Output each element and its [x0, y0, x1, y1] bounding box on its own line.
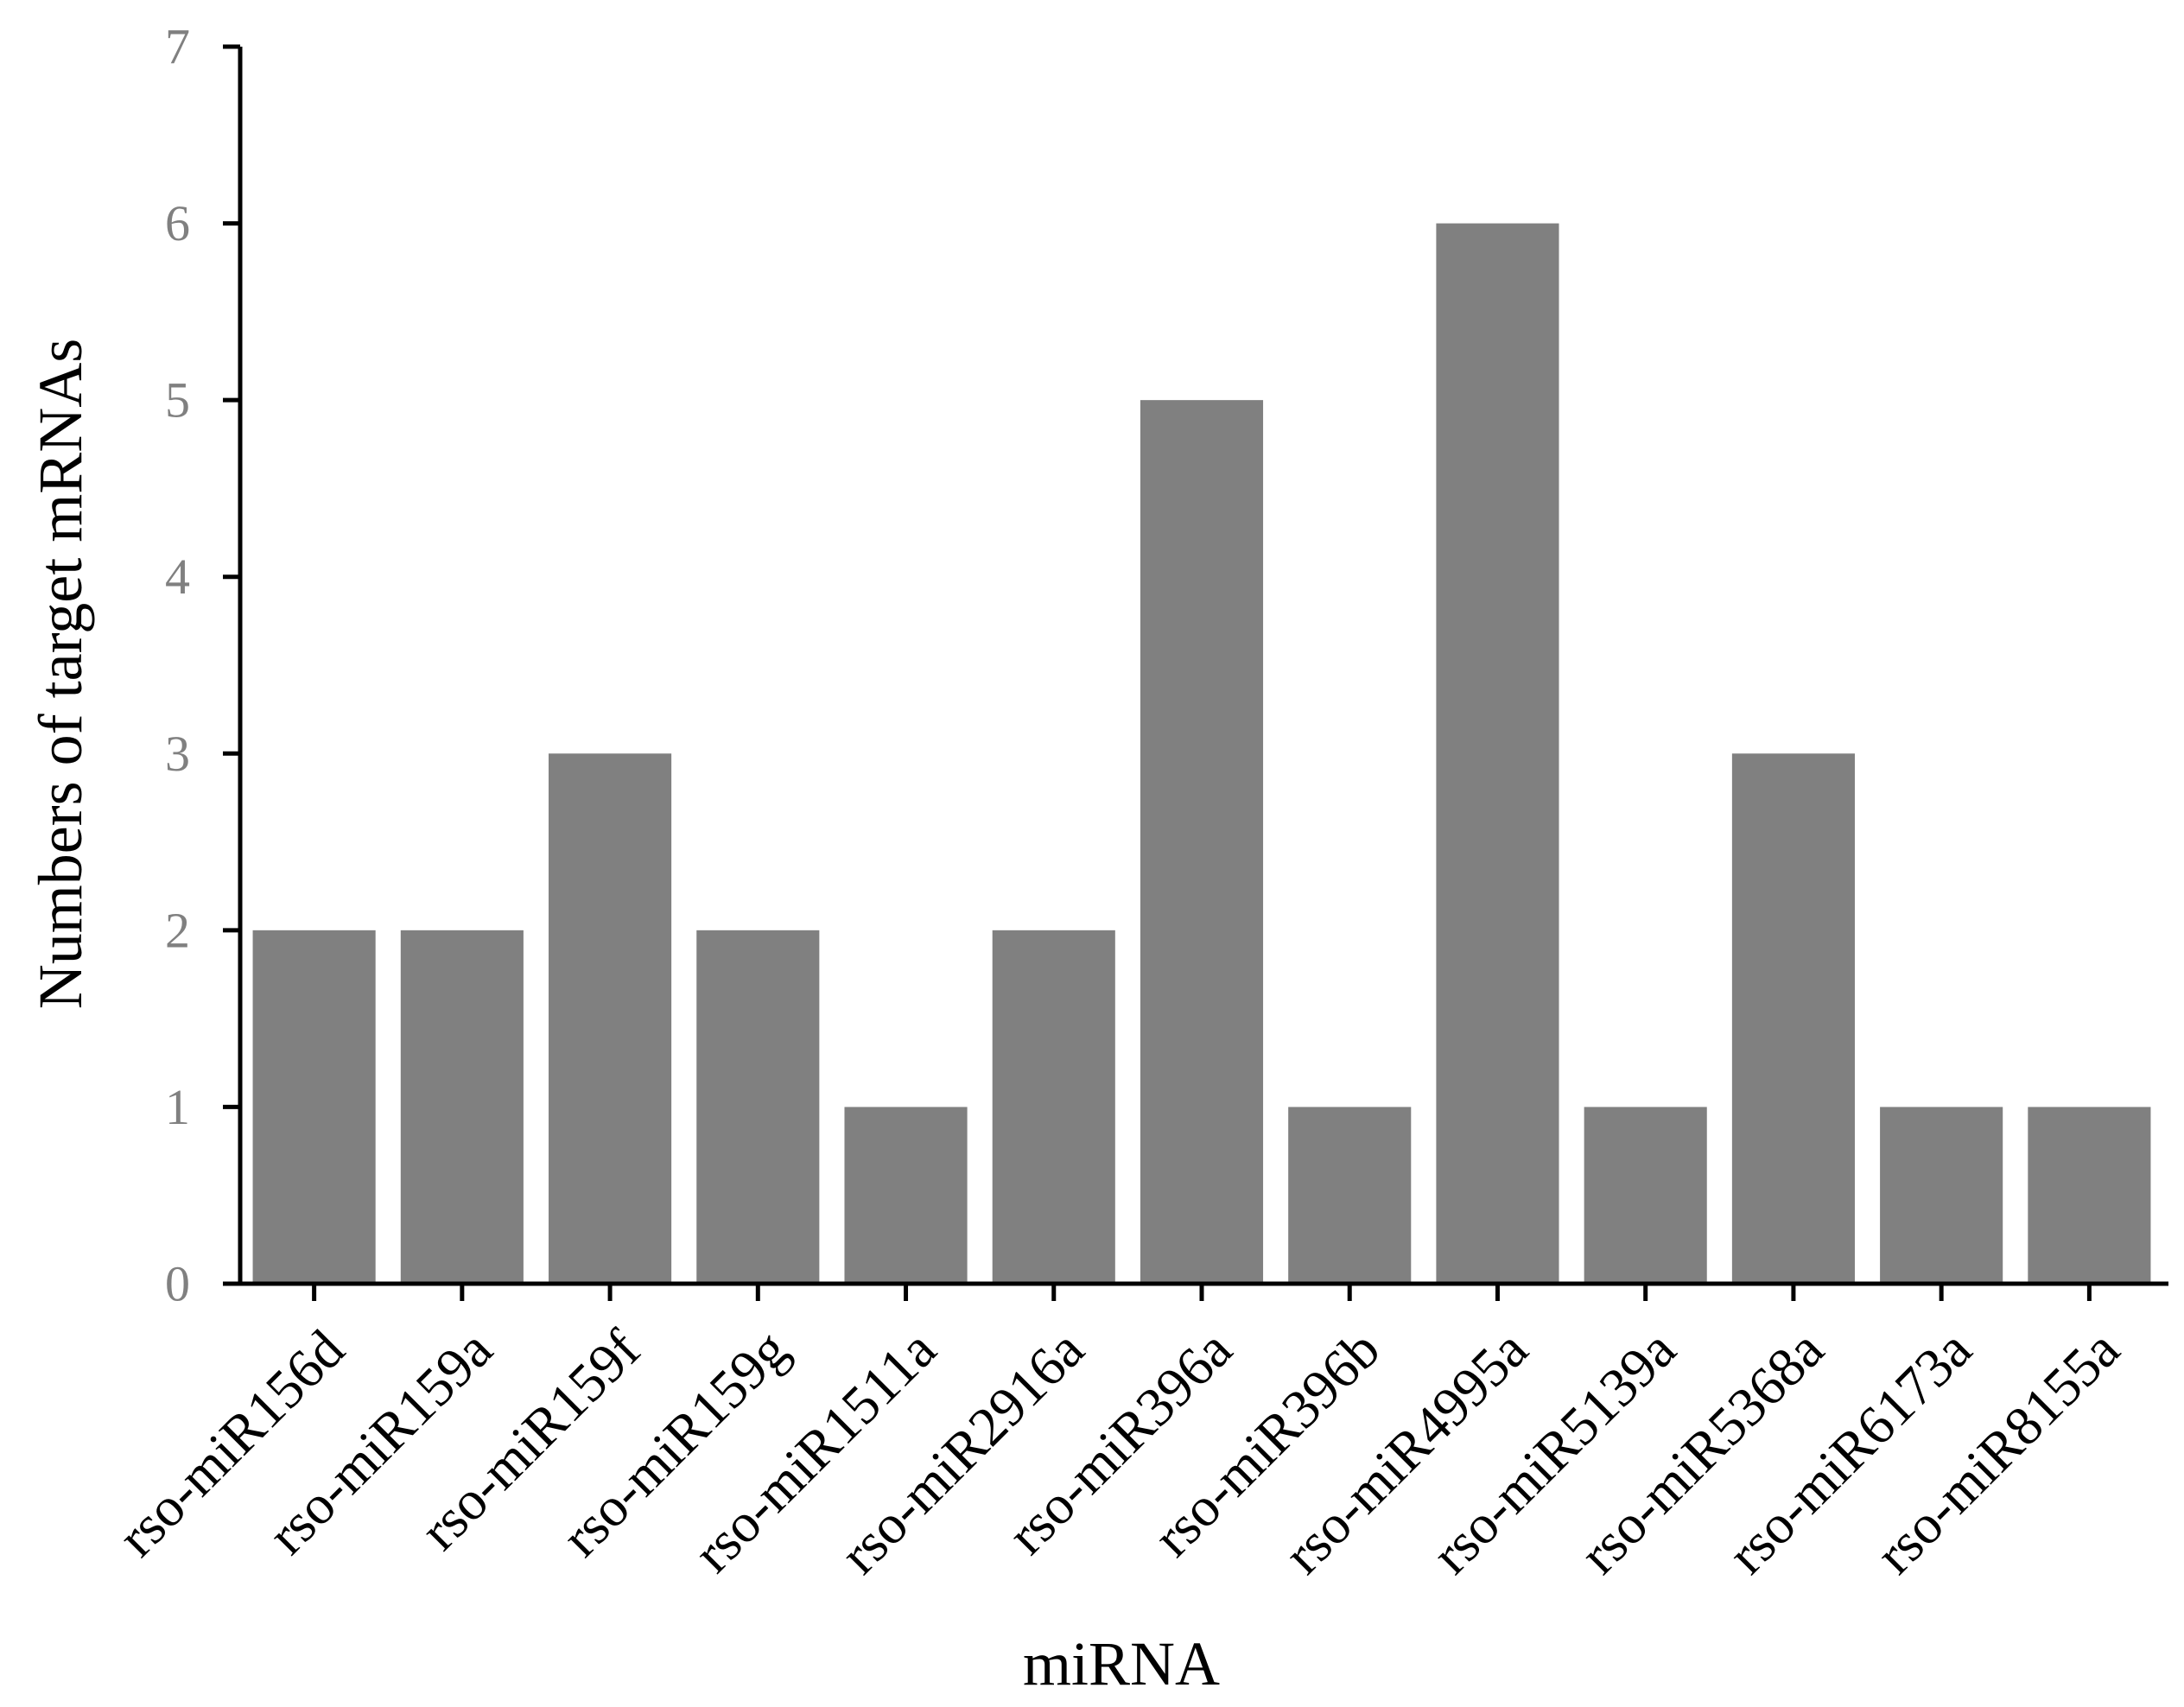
y-axis-title: Numbers of target mRNAs [26, 339, 95, 1010]
bar-rso-miR5139a [1584, 1107, 1707, 1284]
y-ticks-group: 0 1 2 3 4 5 6 7 [165, 19, 240, 1312]
bar-rso-miR8155a [2028, 1107, 2151, 1284]
y-tick-label: 7 [165, 19, 190, 75]
y-tick-label: 6 [165, 195, 190, 251]
y-tick-label: 3 [165, 726, 190, 782]
bars-group [252, 223, 2151, 1285]
y-tick-label: 2 [165, 902, 190, 958]
bar-rso-miR159f [549, 753, 672, 1284]
bar-rso-miR396a [1140, 400, 1264, 1285]
bar-rso-miR159a [400, 930, 524, 1284]
bar-rso-miR159g [696, 930, 820, 1284]
bar-rso-miR2916a [992, 930, 1115, 1284]
y-tick-label: 0 [165, 1256, 190, 1312]
y-tick-label: 5 [165, 372, 190, 428]
y-tick-label: 4 [165, 549, 190, 605]
y-tick-label: 1 [165, 1079, 190, 1135]
bar-rso-miR156d [252, 930, 376, 1284]
bar-rso-miR1511a [844, 1107, 968, 1284]
axes-group [223, 47, 2168, 1286]
bar-rso-miR5368a [1731, 753, 1855, 1284]
x-ticks-group: rso-miR156drso-miR159arso-miR159frso-miR… [106, 1284, 2131, 1585]
bar-rso-miR396b [1288, 1107, 1412, 1284]
bar-rso-miR6173a [1880, 1107, 2003, 1284]
bar-rso-miR4995a [1436, 223, 1559, 1285]
x-axis-title: miRNA [1023, 1629, 1220, 1698]
